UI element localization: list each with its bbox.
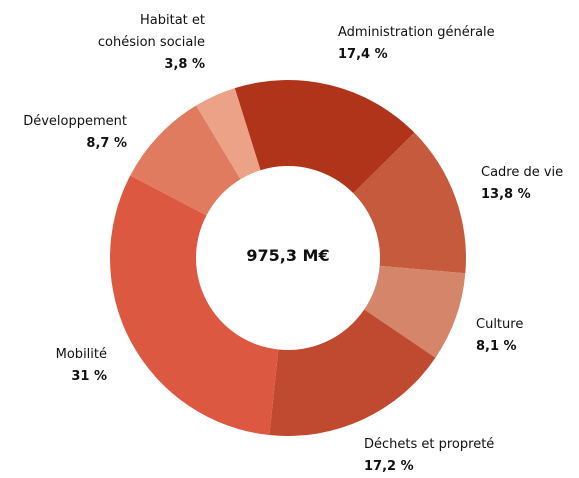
value-label: 31 % xyxy=(71,369,107,384)
donut-slice xyxy=(364,265,466,358)
category-name: Administration générale xyxy=(338,25,495,40)
slice-label: Administration générale 17,4 % xyxy=(338,22,495,66)
category-name: Culture xyxy=(476,317,524,332)
donut-slice xyxy=(234,80,415,194)
donut-slice xyxy=(269,309,436,436)
value-label: 13,8 % xyxy=(481,187,531,202)
slice-label: Déchets et propreté 17,2 % xyxy=(364,434,494,478)
value-label: 8,7 % xyxy=(86,136,127,151)
center-label: 975,3 M€ xyxy=(246,246,330,265)
category-name: Mobilité xyxy=(55,347,107,362)
donut-slice xyxy=(353,132,466,274)
value-label: 17,2 % xyxy=(364,459,414,474)
donut-slice xyxy=(130,105,241,216)
value-label: 8,1 % xyxy=(476,339,517,354)
value-label: 17,4 % xyxy=(338,47,388,62)
category-name: Déchets et propreté xyxy=(364,437,495,452)
category-name: Cadre de vie xyxy=(481,165,564,180)
slice-label: Cadre de vie 13,8 % xyxy=(481,162,563,206)
slice-label: Mobilité 31 % xyxy=(56,344,107,388)
slice-label: Culture 8,1 % xyxy=(476,314,523,358)
value-label: 3,8 % xyxy=(164,57,205,72)
slice-label: Développement 8,7 % xyxy=(23,111,127,155)
category-name: Habitat et cohésion sociale xyxy=(97,13,205,50)
slice-label: Habitat et cohésion sociale 3,8 % xyxy=(80,10,205,76)
donut-slice xyxy=(196,88,261,180)
category-name: Développement xyxy=(23,114,127,129)
donut-slice xyxy=(110,175,279,436)
